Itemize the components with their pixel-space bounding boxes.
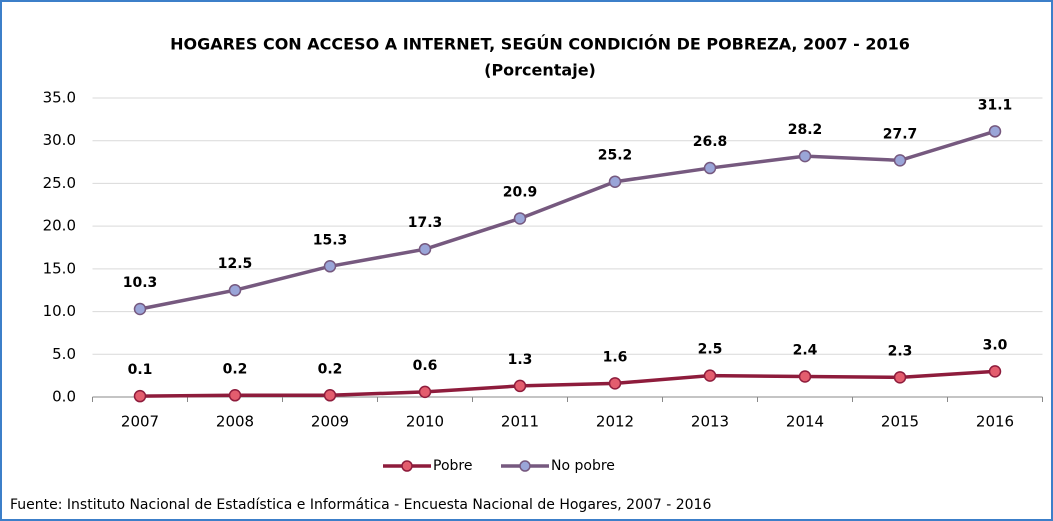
- marker: [988, 125, 1002, 138]
- marker: [133, 302, 147, 316]
- marker: [893, 371, 907, 384]
- data-label: 12.5: [218, 256, 253, 272]
- marker: [323, 389, 337, 402]
- source: Fuente: Instituto Nacional de Estadístic…: [10, 497, 711, 513]
- legend-label: No pobre: [551, 458, 615, 474]
- data-label: 25.2: [598, 148, 633, 164]
- series-line: [139, 129, 996, 311]
- data-label: 17.3: [408, 215, 443, 231]
- marker: [703, 161, 717, 175]
- data-label: 0.2: [223, 361, 248, 377]
- marker: [798, 370, 812, 383]
- data-label: 28.2: [788, 122, 823, 138]
- y-tick-label: 15.0: [43, 259, 76, 277]
- marker: [228, 389, 242, 402]
- marker: [798, 149, 812, 163]
- x-tick-label: 2007: [121, 413, 159, 431]
- data-label: 0.2: [318, 361, 343, 377]
- x-tick-label: 2013: [691, 413, 729, 431]
- chart-title: HOGARES CON ACCESO A INTERNET, SEGÚN CON…: [170, 35, 910, 54]
- marker: [703, 369, 717, 382]
- x-tick-label: 2008: [216, 413, 254, 431]
- x-tick-label: 2014: [786, 413, 824, 431]
- marker: [133, 389, 147, 403]
- x-tick-label: 2010: [406, 413, 444, 431]
- marker: [893, 154, 907, 167]
- marker: [228, 283, 242, 297]
- data-label: 10.3: [123, 275, 158, 291]
- marker: [323, 260, 337, 273]
- marker: [418, 242, 432, 256]
- legend-marker: [401, 460, 413, 472]
- marker: [608, 175, 622, 188]
- y-tick-label: 10.0: [43, 302, 76, 320]
- data-label: 26.8: [693, 134, 728, 150]
- data-label: 1.3: [508, 352, 533, 368]
- data-label: 2.3: [888, 343, 913, 359]
- y-tick-label: 35.0: [43, 89, 76, 107]
- y-tick-label: 5.0: [52, 345, 76, 363]
- data-label: 2.5: [698, 342, 723, 358]
- data-label: 27.7: [883, 126, 918, 142]
- y-tick-label: 30.0: [43, 131, 76, 149]
- x-tick-label: 2015: [881, 413, 919, 431]
- marker: [418, 385, 432, 399]
- y-tick-label: 25.0: [43, 174, 76, 192]
- data-label: 15.3: [313, 232, 348, 248]
- y-tick-label: 0.0: [52, 388, 76, 406]
- data-label: 2.4: [793, 342, 818, 358]
- y-tick-label: 20.0: [43, 217, 76, 235]
- marker: [513, 379, 527, 393]
- data-label: 0.6: [413, 358, 438, 374]
- chart-subtitle: (Porcentaje): [484, 61, 596, 80]
- data-label: 20.9: [503, 184, 538, 200]
- legend-label: Pobre: [433, 458, 472, 474]
- data-label: 1.6: [603, 349, 628, 365]
- series-line: [139, 369, 996, 398]
- legend-marker: [519, 460, 531, 472]
- marker: [513, 212, 527, 225]
- marker: [988, 365, 1002, 378]
- x-tick-label: 2016: [976, 413, 1014, 431]
- data-label: 3.0: [983, 337, 1008, 353]
- x-tick-label: 2012: [596, 413, 634, 431]
- x-tick-label: 2009: [311, 413, 349, 431]
- x-tick-label: 2011: [501, 413, 539, 431]
- marker: [608, 377, 622, 390]
- data-label: 0.1: [128, 362, 153, 378]
- data-label: 31.1: [978, 97, 1013, 113]
